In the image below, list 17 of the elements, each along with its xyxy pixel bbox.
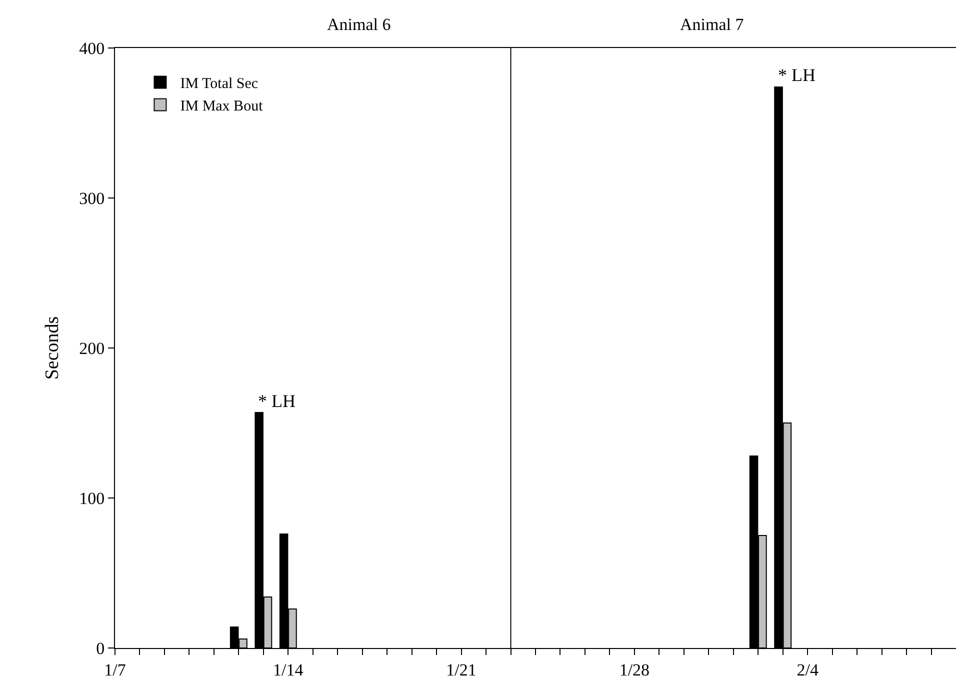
text: Animal 6 <box>327 15 391 34</box>
legend-label: IM Max Bout <box>180 98 264 115</box>
x-tick-label: 1/14 <box>273 660 304 680</box>
annotation: * LH <box>258 391 296 411</box>
x-tick-label: 2/4 <box>796 660 819 680</box>
annotation: * LH <box>778 65 816 85</box>
text: Animal 7 <box>680 15 744 34</box>
x-tick-label: 1/7 <box>104 660 126 680</box>
y-tick-label: 200 <box>79 338 105 358</box>
x-tick-label: 1/21 <box>446 660 476 680</box>
x-tick-label: 1/28 <box>619 660 650 680</box>
y-tick-label: 100 <box>79 488 105 508</box>
y-tick-label: 300 <box>79 188 105 208</box>
y-axis-title: Seconds <box>42 316 63 380</box>
y-tick-label: 0 <box>96 638 105 658</box>
legend-label: IM Total Sec <box>180 76 258 92</box>
y-tick-label: 400 <box>79 38 105 58</box>
